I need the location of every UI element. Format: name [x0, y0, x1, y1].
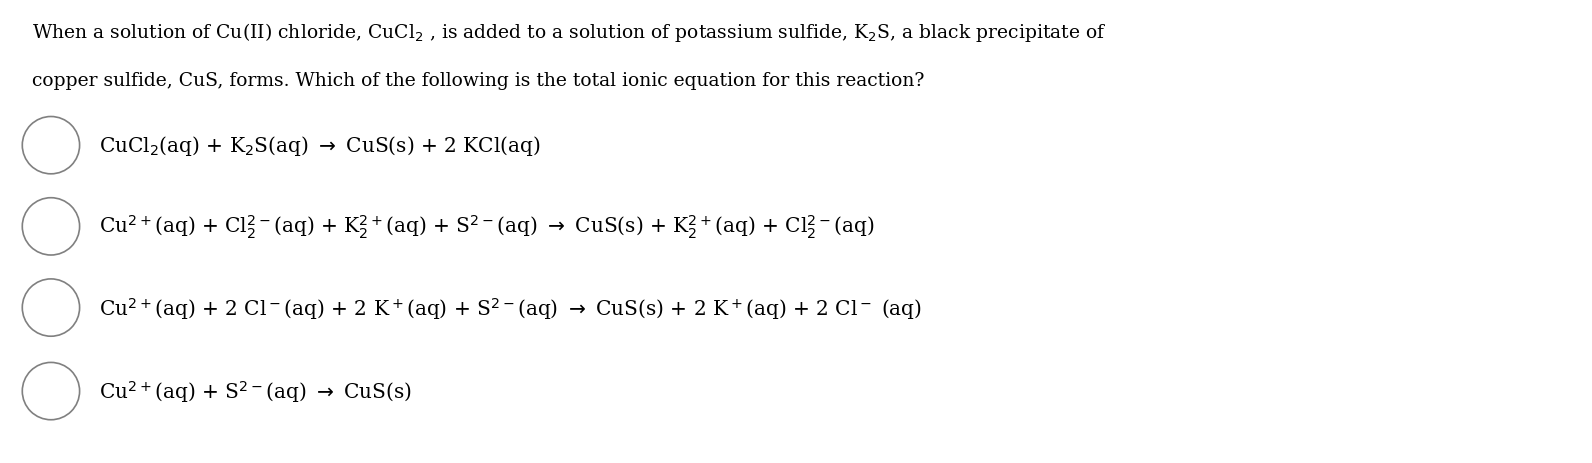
Text: When a solution of Cu(II) chloride, CuCl$_2$ , is added to a solution of potassi: When a solution of Cu(II) chloride, CuCl…	[32, 21, 1106, 44]
Text: CuCl$_2$(aq) + K$_2$S(aq) $\rightarrow$ CuS(s) + 2 KCl(aq): CuCl$_2$(aq) + K$_2$S(aq) $\rightarrow$ …	[99, 134, 540, 158]
Text: Cu$^{2+}$(aq) + S$^{2-}$(aq) $\rightarrow$ CuS(s): Cu$^{2+}$(aq) + S$^{2-}$(aq) $\rightarro…	[99, 378, 412, 404]
Text: Cu$^{2+}$(aq) + 2 Cl$^-$(aq) + 2 K$^+$(aq) + S$^{2-}$(aq) $\rightarrow$ CuS(s) +: Cu$^{2+}$(aq) + 2 Cl$^-$(aq) + 2 K$^+$(a…	[99, 295, 922, 321]
Text: copper sulfide, CuS, forms. Which of the following is the total ionic equation f: copper sulfide, CuS, forms. Which of the…	[32, 72, 925, 90]
Text: Cu$^{2+}$(aq) + Cl$_2^{2-}$(aq) + K$_2^{2+}$(aq) + S$^{2-}$(aq) $\rightarrow$ Cu: Cu$^{2+}$(aq) + Cl$_2^{2-}$(aq) + K$_2^{…	[99, 213, 874, 241]
